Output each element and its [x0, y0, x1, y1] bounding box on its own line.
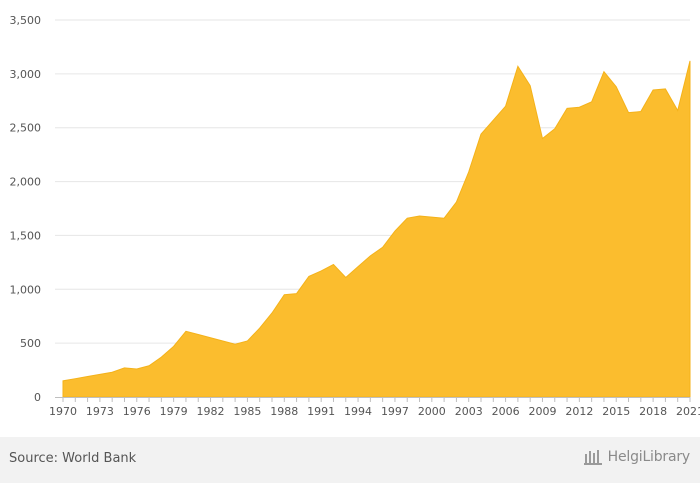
x-tick-label: 2000	[418, 405, 446, 418]
y-tick-label: 500	[20, 337, 41, 350]
x-tick-label: 1997	[381, 405, 409, 418]
x-tick-label: 2021	[676, 405, 700, 418]
source-label: Source: World Bank	[9, 451, 137, 466]
y-tick-label: 3,000	[10, 68, 42, 81]
y-tick-label: 1,500	[10, 229, 42, 242]
x-tick-label: 1982	[197, 405, 225, 418]
library-icon	[583, 450, 602, 465]
x-tick-label: 2015	[602, 405, 630, 418]
x-tick-label: 1991	[307, 405, 335, 418]
x-tick-label: 2003	[455, 405, 483, 418]
x-tick-label: 1985	[233, 405, 261, 418]
area-chart: 0 500 1,000 1,500 2,000 2,500 3,000 3,500 1970 19…	[10, 14, 700, 418]
x-tick-label: 2018	[639, 405, 667, 418]
footer-band	[0, 437, 700, 483]
x-tick-label: 1976	[123, 405, 151, 418]
y-tick-label: 3,500	[10, 14, 42, 27]
y-tick-label: 1,000	[10, 283, 42, 296]
y-tick-label: 2,000	[10, 176, 42, 189]
x-tick-label: 1979	[160, 405, 188, 418]
y-tick-label: 0	[34, 391, 41, 404]
x-tick-label: 2006	[492, 405, 520, 418]
x-tick-label: 2012	[565, 405, 593, 418]
x-tick-label: 1970	[49, 405, 77, 418]
x-tick-label: 2009	[528, 405, 556, 418]
brand-logo[interactable]: HelgiLibrary	[583, 448, 691, 466]
brand-name: HelgiLibrary	[607, 449, 691, 465]
x-tick-label: 1994	[344, 405, 372, 418]
x-tick-label: 1988	[270, 405, 298, 418]
y-tick-label: 2,500	[10, 122, 42, 135]
area-series	[62, 60, 691, 398]
x-tick-label: 1973	[86, 405, 114, 418]
